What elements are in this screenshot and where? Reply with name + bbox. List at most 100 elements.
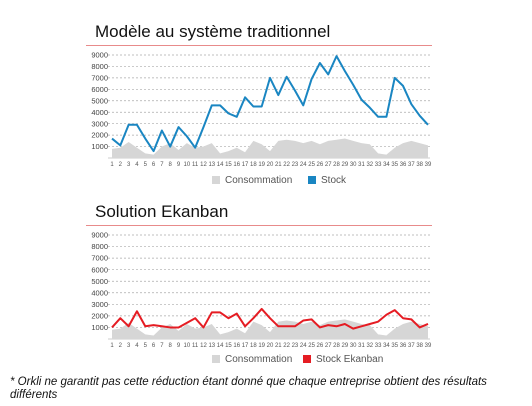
x-tick-label: 26 [317,343,324,349]
x-tick-label: 16 [233,343,240,349]
x-tick-label: 10 [183,343,190,349]
title-rule-ekanban [86,225,432,226]
x-tick-label: 30 [350,162,357,168]
y-tick-label: 8000 [91,242,108,251]
stock-line [111,307,429,330]
x-tick-label: 7 [160,162,164,168]
x-tick-label: 26 [317,162,324,168]
consommation-area [112,138,428,158]
chart-title-traditional: Modèle au système traditionnel [95,22,331,41]
x-tick-label: 39 [425,162,432,168]
x-tick-label: 1 [110,343,114,349]
x-tick-label: 19 [258,343,265,349]
x-tick-label: 22 [283,343,290,349]
x-tick-label: 10 [183,162,190,168]
y-tick-label: 1000 [91,142,108,151]
x-tick-label: 23 [292,162,299,168]
x-tick-label: 4 [135,343,139,349]
x-tick-label: 36 [400,343,407,349]
x-tick-label: 38 [416,343,423,349]
legend-swatch-consommation [212,176,220,184]
x-tick-label: 27 [325,162,332,168]
x-tick-label: 33 [375,162,382,168]
x-tick-label: 24 [300,343,307,349]
stock-line [111,55,429,153]
y-tick-label: 6000 [91,85,108,94]
legend-label-stock: Stock Ekanban [316,354,383,365]
y-tick-label: 9000 [91,231,108,240]
x-tick-label: 20 [267,343,274,349]
x-tick-label: 39 [425,343,432,349]
y-tick-label: 1000 [91,323,108,332]
x-tick-label: 2 [119,343,123,349]
x-tick-label: 29 [341,343,348,349]
chart-title-ekanban: Solution Ekanban [95,202,229,221]
y-tick-label: 5000 [91,277,108,286]
y-tick-label: 3000 [91,119,108,128]
y-tick-label: 4000 [91,288,108,297]
x-tick-label: 34 [383,343,390,349]
x-tick-label: 20 [267,162,274,168]
y-tick-label: 2000 [91,131,108,140]
x-tick-label: 28 [333,343,340,349]
x-tick-label: 37 [408,162,415,168]
x-tick-label: 12 [200,162,207,168]
x-tick-label: 13 [208,343,215,349]
x-tick-label: 18 [250,343,257,349]
x-tick-label: 36 [400,162,407,168]
y-tick-label: 2000 [91,311,108,320]
x-tick-label: 11 [192,343,199,349]
x-tick-label: 14 [217,162,224,168]
x-tick-label: 3 [127,343,131,349]
disclaimer-note: * Orkli ne garantit pas cette réduction … [10,376,487,401]
x-tick-label: 5 [144,343,148,349]
x-tick-label: 1 [110,162,114,168]
x-tick-label: 22 [283,162,290,168]
y-tick-label: 9000 [91,51,108,60]
y-tick-label: 6000 [91,265,108,274]
y-tick-label: 5000 [91,96,108,105]
legend-label-consommation: Consommation [225,175,292,186]
x-tick-label: 33 [375,343,382,349]
x-tick-label: 14 [217,343,224,349]
y-tick-label: 7000 [91,254,108,263]
x-tick-label: 18 [250,162,257,168]
x-tick-label: 31 [358,343,365,349]
x-tick-label: 17 [242,343,249,349]
x-tick-label: 35 [391,162,398,168]
x-tick-label: 37 [408,343,415,349]
legend-swatch-stock [303,355,311,363]
x-tick-label: 28 [333,162,340,168]
y-tick-label: 4000 [91,108,108,117]
x-tick-label: 16 [233,162,240,168]
x-tick-label: 13 [208,162,215,168]
x-tick-label: 29 [341,162,348,168]
x-tick-label: 8 [169,162,173,168]
x-tick-label: 9 [177,343,181,349]
x-tick-label: 12 [200,343,207,349]
x-tick-label: 2 [119,162,123,168]
legend-swatch-consommation [212,355,220,363]
x-tick-label: 24 [300,162,307,168]
x-tick-label: 6 [152,162,156,168]
x-tick-label: 30 [350,343,357,349]
x-tick-label: 4 [135,162,139,168]
x-tick-label: 32 [366,162,373,168]
x-tick-label: 19 [258,162,265,168]
x-tick-label: 11 [192,162,199,168]
y-tick-label: 3000 [91,300,108,309]
x-tick-label: 34 [383,162,390,168]
x-tick-label: 31 [358,162,365,168]
x-tick-label: 27 [325,343,332,349]
x-tick-label: 25 [308,162,315,168]
consommation-area [112,319,428,339]
y-tick-label: 7000 [91,73,108,82]
x-tick-label: 17 [242,162,249,168]
title-rule-traditional [86,45,432,46]
x-tick-label: 32 [366,343,373,349]
x-tick-label: 38 [416,162,423,168]
x-tick-label: 23 [292,343,299,349]
x-tick-label: 15 [225,343,232,349]
